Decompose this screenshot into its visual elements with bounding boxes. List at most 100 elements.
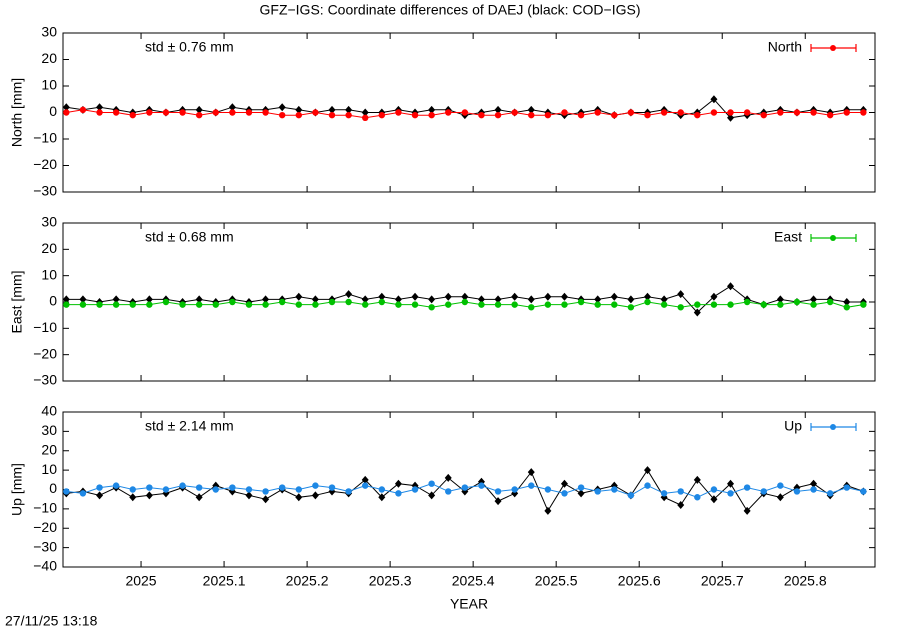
data-point	[295, 486, 302, 493]
data-point	[560, 292, 568, 301]
data-point	[362, 114, 369, 122]
data-point	[445, 301, 452, 308]
data-point	[694, 494, 701, 501]
data-point	[544, 486, 552, 493]
data-point	[644, 111, 651, 119]
data-point	[345, 111, 352, 119]
data-point	[727, 109, 734, 116]
data-point	[79, 301, 87, 308]
data-point	[677, 109, 684, 116]
data-point	[96, 109, 103, 116]
data-point	[79, 490, 87, 497]
y-tick-label: 0	[49, 293, 57, 309]
data-point	[710, 486, 718, 493]
data-point	[278, 103, 286, 112]
data-point	[96, 491, 104, 500]
data-point	[312, 482, 319, 489]
data-point	[195, 111, 203, 119]
data-point	[245, 486, 253, 493]
data-point	[444, 473, 452, 482]
data-point	[145, 491, 153, 500]
data-point	[411, 301, 419, 308]
data-point	[694, 301, 701, 308]
data-point	[860, 301, 867, 308]
y-tick-label: −20	[33, 345, 57, 361]
data-point	[743, 109, 751, 116]
data-point	[262, 301, 269, 308]
data-point	[411, 292, 419, 301]
data-point	[63, 109, 70, 116]
data-point	[660, 109, 668, 116]
data-point	[312, 301, 319, 308]
data-point	[494, 295, 502, 304]
data-point	[229, 484, 236, 491]
data-point	[727, 113, 735, 122]
data-point	[162, 486, 170, 493]
data-point	[810, 295, 818, 304]
data-point	[843, 298, 851, 306]
data-point	[328, 105, 336, 114]
data-point	[195, 484, 203, 491]
data-point	[295, 493, 303, 502]
data-point	[262, 495, 270, 504]
data-point	[378, 486, 386, 493]
x-tick-label: 2025.3	[369, 573, 412, 589]
data-point	[229, 109, 236, 116]
data-point	[62, 295, 70, 304]
data-point	[146, 484, 153, 491]
data-point	[511, 301, 518, 308]
data-point	[727, 479, 735, 488]
y-axis-label: Up [mm]	[9, 463, 25, 516]
data-point	[727, 282, 735, 291]
data-point	[727, 301, 734, 308]
data-point	[278, 484, 286, 491]
data-point	[461, 484, 469, 491]
data-point	[345, 488, 352, 495]
data-point	[561, 301, 568, 308]
data-point	[278, 298, 286, 306]
x-tick-label: 2025.5	[535, 573, 578, 589]
data-point	[776, 493, 784, 502]
y-tick-label: 40	[41, 403, 57, 419]
data-point	[494, 111, 502, 119]
x-tick-label: 2025.8	[784, 573, 827, 589]
data-point	[212, 109, 219, 116]
y-tick-label: −10	[33, 319, 57, 335]
data-point	[445, 109, 452, 116]
data-point	[743, 506, 751, 515]
data-point	[411, 486, 419, 493]
data-point	[394, 295, 402, 304]
data-point	[262, 488, 269, 495]
data-point	[362, 482, 369, 489]
legend-swatch	[830, 45, 836, 51]
data-point	[195, 493, 203, 502]
data-point	[494, 301, 502, 308]
data-point	[494, 105, 502, 114]
annotation: std ± 0.76 mm	[145, 39, 234, 55]
data-point	[312, 109, 319, 116]
data-point	[677, 501, 685, 509]
data-point	[660, 301, 668, 308]
data-point	[826, 490, 834, 497]
data-point	[710, 109, 718, 116]
x-tick-label: 2025.7	[701, 573, 744, 589]
data-point	[528, 482, 535, 489]
y-tick-label: −20	[33, 519, 57, 535]
y-tick-label: −10	[33, 500, 57, 516]
legend-label: Up	[784, 418, 802, 434]
data-point	[826, 111, 834, 119]
data-point	[561, 490, 568, 497]
y-tick-label: 30	[41, 422, 57, 438]
data-point	[644, 482, 651, 489]
data-point	[710, 95, 718, 104]
data-point	[195, 301, 203, 308]
data-point	[129, 493, 137, 502]
data-point	[477, 295, 485, 304]
data-point	[594, 295, 602, 304]
data-point	[444, 292, 452, 301]
data-point	[378, 493, 386, 502]
y-axis-label: North [mm]	[9, 78, 25, 147]
data-point	[311, 491, 319, 500]
data-point	[693, 308, 701, 317]
data-point	[63, 301, 70, 308]
